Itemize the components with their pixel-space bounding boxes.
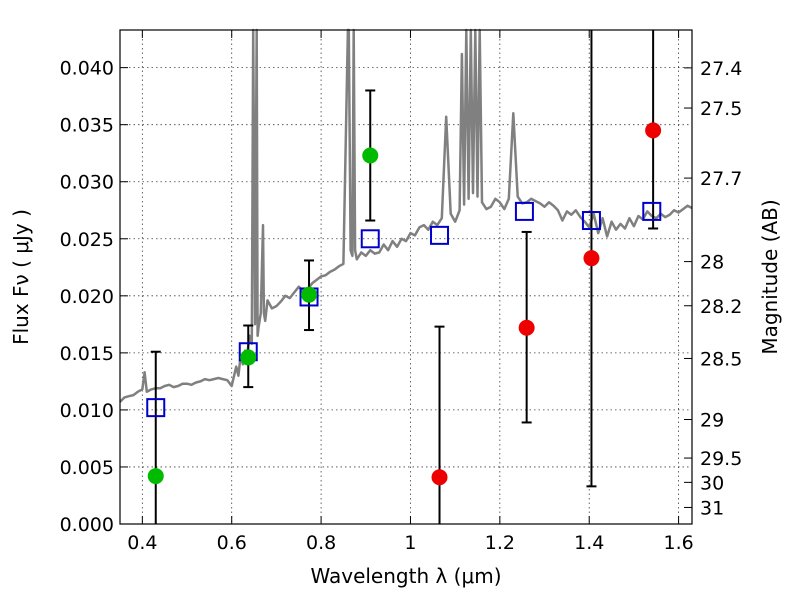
- y2-tick-label: 28.2: [700, 296, 742, 318]
- x-tick-label: 0.4: [127, 532, 157, 554]
- y2-tick-labels: 27.4 27.5 27.7 28 28.2 28.5 29 29.530 31: [700, 58, 742, 520]
- y2-tick-label: 27.7: [700, 168, 742, 190]
- y-tick-label: 0.020: [60, 286, 114, 308]
- y-tick-label: 0.035: [60, 115, 114, 137]
- y-tick-label: 0.010: [60, 400, 114, 422]
- grid-layer: [120, 30, 692, 525]
- y-tick-label: 0.025: [60, 229, 114, 251]
- x-tick-label: 1.2: [485, 532, 515, 554]
- detection-point: [240, 349, 257, 366]
- y2-tick-label: 29.5: [700, 448, 742, 470]
- errorbar-layer: [150, 30, 659, 524]
- detection-point: [301, 286, 318, 303]
- x-tick-label: 1: [404, 532, 416, 554]
- y-tick-label: 0.015: [60, 343, 114, 365]
- marker-layer: [146, 122, 662, 486]
- y2-tick-label: 28: [700, 252, 724, 274]
- detection-point: [362, 147, 379, 164]
- y-tick-label: 0.005: [60, 457, 114, 479]
- model-photometry-square: [430, 225, 450, 245]
- x-tick-label: 1.4: [574, 532, 604, 554]
- y-tick-label: 0.000: [60, 514, 114, 536]
- y2-axis-label: Magnitude (AB): [758, 199, 782, 354]
- y2-tick-label: 31: [700, 497, 724, 519]
- x-tick-label: 0.6: [217, 532, 247, 554]
- tick-layer: [120, 30, 692, 525]
- model-spectrum-line: [119, 28, 693, 403]
- detection-point: [147, 468, 164, 485]
- y2-tick-label: 29: [700, 409, 724, 431]
- spectrum-layer: [119, 28, 693, 403]
- y2-tick-label: 27.5: [700, 98, 742, 120]
- model-photometry-square: [642, 201, 662, 221]
- model-photometry-square: [360, 229, 380, 249]
- upper-limit-point: [431, 469, 448, 486]
- upper-limit-point: [518, 319, 535, 336]
- y-tick-label: 0.030: [60, 172, 114, 194]
- plot-frame: [119, 29, 693, 525]
- y-tick-labels: 0.000 0.005 0.010 0.015 0.020 0.025 0.030 0.035…: [60, 58, 114, 536]
- x-tick-labels: 0.4 0.6 0.8 1 1.2 1.4 1.6: [127, 532, 693, 554]
- y2-tick-label: 30: [700, 472, 724, 494]
- upper-limit-point: [583, 250, 600, 267]
- upper-limit-point: [645, 122, 662, 139]
- x-tick-label: 0.8: [306, 532, 336, 554]
- y2-tick-label: 28.5: [700, 348, 742, 370]
- model-photometry-square: [514, 201, 534, 221]
- model-photometry-square: [581, 211, 601, 231]
- y-tick-label: 0.040: [60, 58, 114, 80]
- x-tick-label: 1.6: [663, 532, 693, 554]
- x-axis-label: Wavelength λ (μm): [310, 564, 501, 588]
- y-axis-label: Flux Fν ( μJy ): [9, 209, 33, 345]
- y2-tick-label: 27.4: [700, 58, 742, 80]
- model-photometry-square: [146, 398, 166, 418]
